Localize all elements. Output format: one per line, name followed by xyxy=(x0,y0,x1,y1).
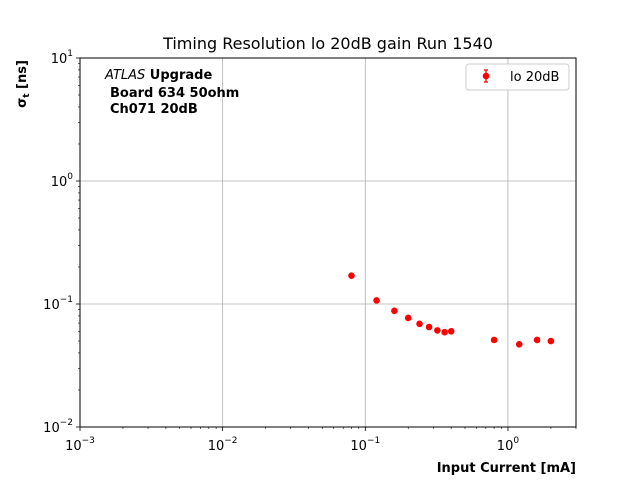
data-point xyxy=(348,272,355,279)
x-axis-label: Input Current [mA] xyxy=(437,461,576,476)
data-point xyxy=(441,328,448,336)
y-tick-label: 10−1 xyxy=(43,295,73,313)
x-tick-label: 10−3 xyxy=(65,436,95,454)
data-point xyxy=(434,327,441,334)
data-point-marker xyxy=(547,337,555,345)
upgrade-label: Upgrade xyxy=(145,68,212,83)
data-point xyxy=(547,337,555,345)
data-points xyxy=(348,272,555,348)
y-tick-label: 10−2 xyxy=(43,418,73,436)
data-point-marker xyxy=(425,323,433,331)
data-point-marker xyxy=(533,336,541,344)
data-point-marker xyxy=(490,336,498,344)
data-point xyxy=(391,307,398,315)
board-label: Board 634 50ohm xyxy=(110,86,239,101)
atlas-label: ATLAS xyxy=(104,68,145,83)
data-point-marker xyxy=(348,272,355,279)
legend-marker xyxy=(482,72,490,80)
y-tick-label: 101 xyxy=(51,49,73,67)
data-point xyxy=(447,327,455,335)
chart-title: Timing Resolution lo 20dB gain Run 1540 xyxy=(162,34,493,53)
data-point-marker xyxy=(404,314,412,322)
channel-label: Ch071 20dB xyxy=(110,102,198,117)
legend-series-label: lo 20dB xyxy=(510,70,559,85)
data-point-marker xyxy=(447,327,455,335)
data-point-marker xyxy=(434,327,441,334)
data-point-marker xyxy=(416,320,423,328)
atlas-annotation: ATLAS Upgrade Board 634 50ohm Ch071 20dB xyxy=(104,68,239,117)
svg-text:ATLAS Upgrade: ATLAS Upgrade xyxy=(104,68,212,83)
y-axis-label: σt [ns] xyxy=(15,60,32,108)
data-point xyxy=(515,341,523,348)
data-point-marker xyxy=(441,328,448,336)
grid xyxy=(80,58,576,427)
data-point xyxy=(416,320,423,328)
data-point xyxy=(425,323,433,331)
x-tick-label: 10−1 xyxy=(350,436,380,454)
x-tick-label: 100 xyxy=(497,436,520,454)
data-point-marker xyxy=(515,341,523,348)
plot-frame xyxy=(79,57,577,428)
data-point xyxy=(533,336,541,344)
minor-ticks xyxy=(78,63,577,429)
y-tick-label: 100 xyxy=(51,172,74,190)
data-point xyxy=(373,297,380,304)
legend: lo 20dB xyxy=(465,63,570,91)
data-point-marker xyxy=(373,297,380,304)
x-tick-label: 10−2 xyxy=(208,436,238,454)
legend-box xyxy=(465,63,570,91)
data-point xyxy=(490,336,498,344)
data-point-marker xyxy=(391,307,398,315)
data-point xyxy=(404,314,412,322)
